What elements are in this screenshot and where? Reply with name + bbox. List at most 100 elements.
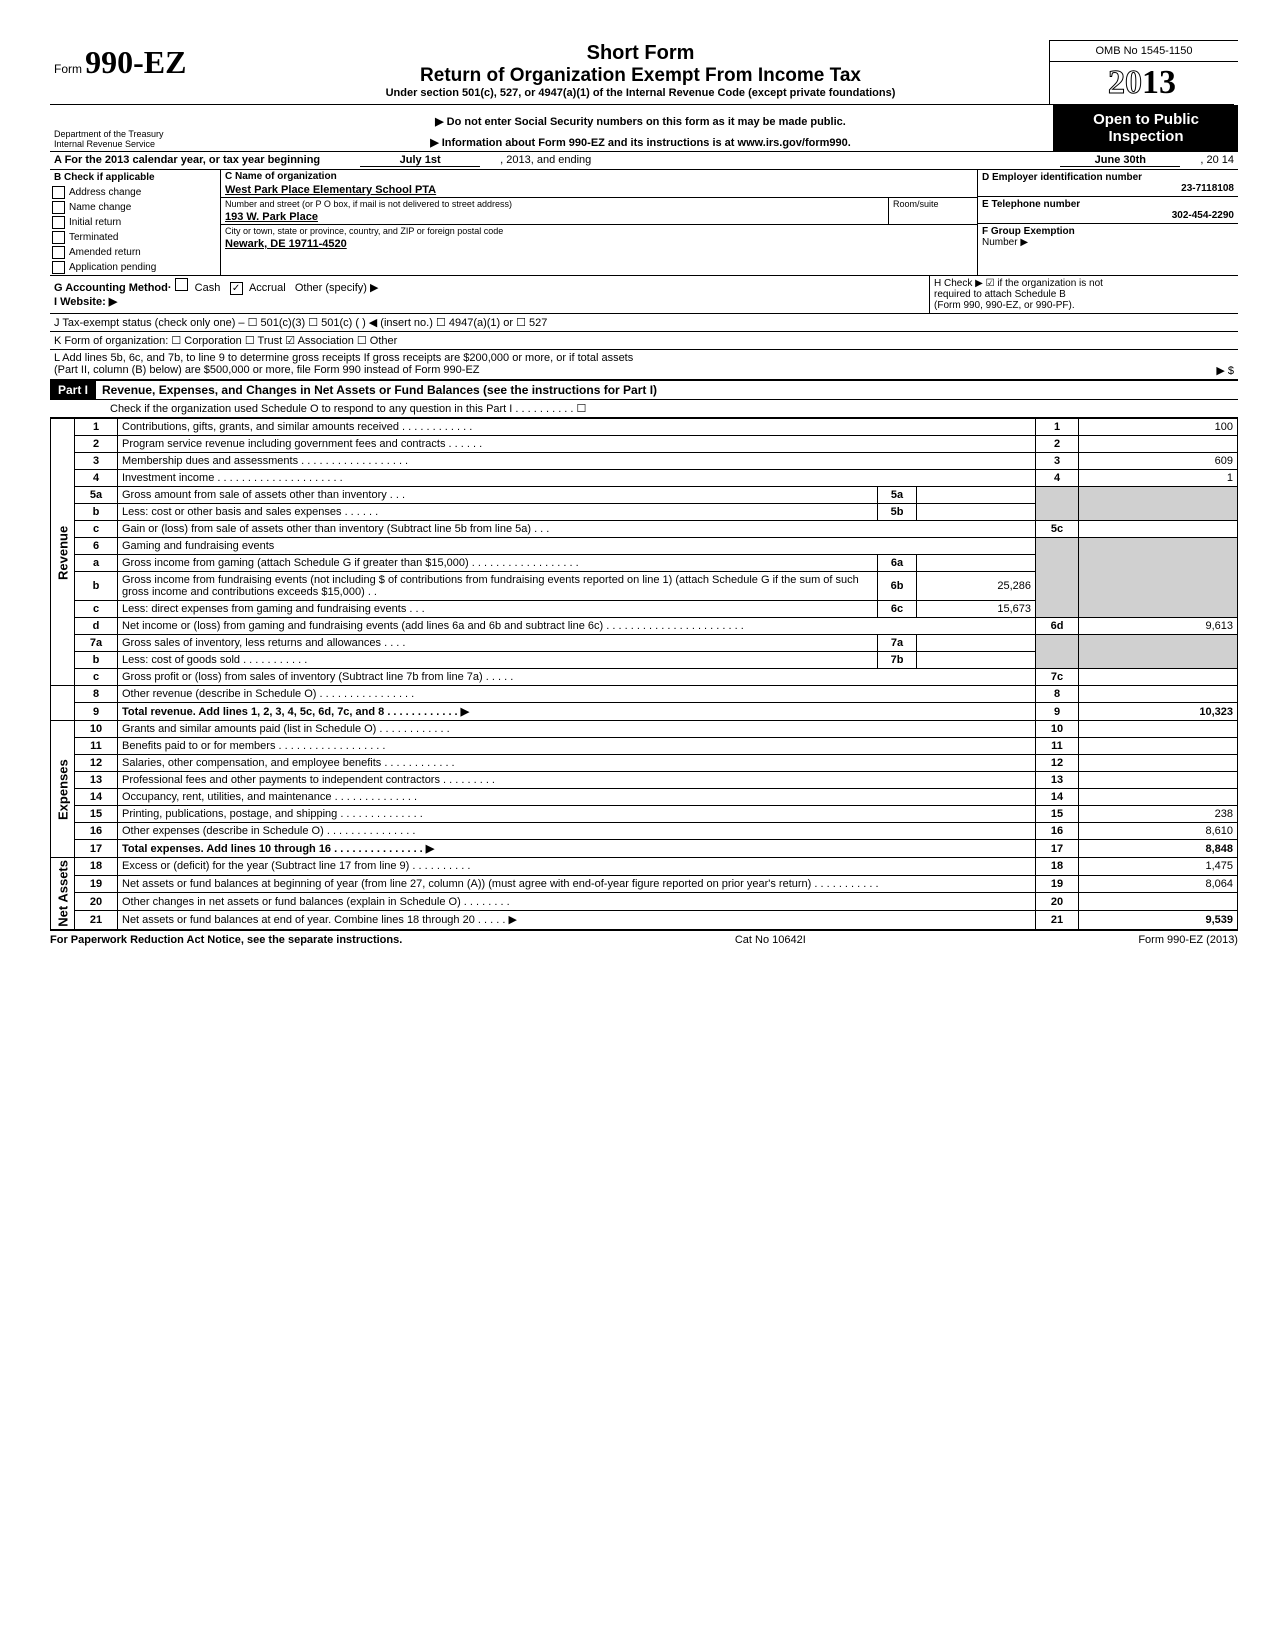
- line-no-right: 4: [1036, 470, 1079, 487]
- street-label: Number and street (or P O box, if mail i…: [221, 198, 888, 210]
- instructions-link: ▶ Information about Form 990-EZ and its …: [234, 136, 1047, 149]
- org-name: West Park Place Elementary School PTA: [221, 183, 977, 198]
- col-b-checkboxes: B Check if applicable Address change Nam…: [50, 170, 221, 275]
- table-row: 21Net assets or fund balances at end of …: [51, 910, 1238, 929]
- line-no-right: 3: [1036, 453, 1079, 470]
- checkbox-icon[interactable]: ✓: [230, 282, 243, 295]
- line-desc: Net assets or fund balances at end of ye…: [118, 910, 1036, 929]
- header-row-1: Form 990-EZ Short Form Return of Organiz…: [50, 40, 1238, 105]
- g-accrual: Accrual: [249, 282, 286, 294]
- chk-label: Application pending: [69, 262, 156, 273]
- checkbox-icon[interactable]: [175, 278, 188, 291]
- footer-mid: Cat No 10642I: [735, 934, 806, 946]
- footer-left: For Paperwork Reduction Act Notice, see …: [50, 934, 402, 946]
- line-no-right: 1: [1036, 419, 1079, 436]
- year-bold: 13: [1142, 64, 1176, 101]
- row-h-2: required to attach Schedule B: [934, 289, 1234, 300]
- line-amount: 8,848: [1079, 840, 1238, 858]
- row-k-org-form: K Form of organization: ☐ Corporation ☐ …: [50, 332, 1238, 350]
- line-desc: Grants and similar amounts paid (list in…: [118, 721, 1036, 738]
- title-cell: Short Form Return of Organization Exempt…: [232, 40, 1049, 105]
- footer: For Paperwork Reduction Act Notice, see …: [50, 930, 1238, 946]
- line-no: 13: [75, 772, 118, 789]
- chk-label: Name change: [69, 202, 131, 213]
- table-row: 3 Membership dues and assessments . . . …: [51, 453, 1238, 470]
- line-no: 17: [75, 840, 118, 858]
- line-no-right: 20: [1036, 893, 1079, 911]
- checkbox-icon: [52, 216, 65, 229]
- sub-line-val: [917, 487, 1036, 504]
- table-row: 6 Gaming and fundraising events: [51, 538, 1238, 555]
- chk-address-change[interactable]: Address change: [50, 185, 220, 200]
- row-g: G Accounting Method· Cash ✓ Accrual Othe…: [54, 278, 925, 295]
- sub-line-no: 5b: [878, 504, 917, 521]
- dept-cell: Department of the Treasury Internal Reve…: [50, 105, 228, 152]
- line-desc: Gross income from gaming (attach Schedul…: [118, 555, 878, 572]
- line-amount: [1079, 772, 1238, 789]
- line-desc: Total expenses. Add lines 10 through 16 …: [118, 840, 1036, 858]
- chk-amended-return[interactable]: Amended return: [50, 245, 220, 260]
- line-amount: [1079, 721, 1238, 738]
- row-g-h: G Accounting Method· Cash ✓ Accrual Othe…: [50, 276, 1238, 314]
- chk-application-pending[interactable]: Application pending: [50, 260, 220, 275]
- table-row: 2 Program service revenue including gove…: [51, 436, 1238, 453]
- omb-number: OMB No 1545-1150: [1049, 40, 1238, 62]
- line-desc: Gross profit or (loss) from sales of inv…: [118, 669, 1036, 686]
- line-no-right: 14: [1036, 789, 1079, 806]
- grp-number-label: Number ▶: [982, 237, 1028, 248]
- line-amount: 9,613: [1079, 618, 1238, 635]
- shaded-cell: [1036, 538, 1079, 618]
- line-no: 3: [75, 453, 118, 470]
- checkbox-icon: [52, 246, 65, 259]
- line-no: a: [75, 555, 118, 572]
- shaded-cell: [1079, 538, 1238, 618]
- checkbox-icon: [52, 231, 65, 244]
- chk-initial-return[interactable]: Initial return: [50, 215, 220, 230]
- line-no: 7a: [75, 635, 118, 652]
- line-desc: Gross income from fundraising events (no…: [118, 572, 878, 601]
- line-no-right: 6d: [1036, 618, 1079, 635]
- line-desc: Program service revenue including govern…: [118, 436, 1036, 453]
- table-row: 13Professional fees and other payments t…: [51, 772, 1238, 789]
- table-row: c Gross profit or (loss) from sales of i…: [51, 669, 1238, 686]
- row-h-3: (Form 990, 990-EZ, or 990-PF).: [934, 300, 1234, 311]
- line-desc: Gross amount from sale of assets other t…: [118, 487, 878, 504]
- form-number-cell: Form 990-EZ: [50, 40, 232, 105]
- table-row: c Gain or (loss) from sale of assets oth…: [51, 521, 1238, 538]
- sub-line-no: 7b: [878, 652, 917, 669]
- line-no-right: 16: [1036, 823, 1079, 840]
- part-1-header-row: Part I Revenue, Expenses, and Changes in…: [50, 380, 1238, 400]
- col-d-ids: D Employer identification number 23-7118…: [978, 170, 1238, 275]
- tel-value: 302-454-2290: [982, 210, 1234, 221]
- ein-label: D Employer identification number: [982, 172, 1234, 183]
- chk-name-change[interactable]: Name change: [50, 200, 220, 215]
- tax-year: 2013: [1049, 62, 1234, 105]
- line-no: 1: [75, 419, 118, 436]
- street: 193 W. Park Place: [221, 210, 888, 224]
- row-a-mid: , 2013, and ending: [500, 154, 591, 167]
- line-no: 19: [75, 875, 118, 893]
- line-no-right: 9: [1036, 703, 1079, 721]
- line-amount: 609: [1079, 453, 1238, 470]
- row-h-1: H Check ▶ ☑ if the organization is not: [934, 278, 1234, 289]
- form-prefix: Form: [54, 62, 82, 76]
- table-row: 4 Investment income . . . . . . . . . . …: [51, 470, 1238, 487]
- g-label: G Accounting Method·: [54, 282, 172, 294]
- form-number: 990-EZ: [85, 44, 186, 80]
- line-no-right: 5c: [1036, 521, 1079, 538]
- line-amount: [1079, 893, 1238, 911]
- part-1-title: Revenue, Expenses, and Changes in Net As…: [96, 381, 1238, 399]
- line-no: b: [75, 572, 118, 601]
- line-amount: 8,610: [1079, 823, 1238, 840]
- row-a-end: June 30th: [1060, 154, 1180, 167]
- chk-label: Address change: [69, 187, 141, 198]
- line-amount: [1079, 669, 1238, 686]
- table-row: 17Total expenses. Add lines 10 through 1…: [51, 840, 1238, 858]
- checkbox-icon: [52, 186, 65, 199]
- line-no: 5a: [75, 487, 118, 504]
- shaded-cell: [1079, 635, 1238, 669]
- chk-terminated[interactable]: Terminated: [50, 230, 220, 245]
- line-no-right: 19: [1036, 875, 1079, 893]
- line-amount: [1079, 521, 1238, 538]
- line-desc: Net assets or fund balances at beginning…: [118, 875, 1036, 893]
